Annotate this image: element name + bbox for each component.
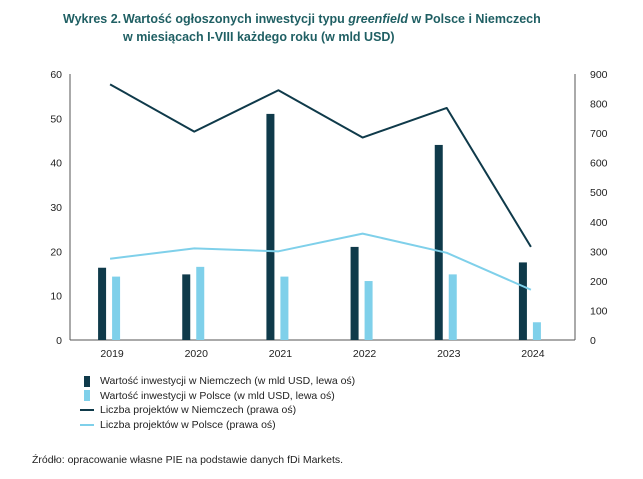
bar (112, 276, 121, 340)
x-axis: 2019 2020 2021 2022 2023 2024 (100, 348, 544, 360)
left-tick-label: 20 (50, 246, 62, 258)
title-part2: w Polsce i Niemczech (408, 12, 541, 26)
bar (196, 266, 205, 340)
source-note: Źródło: opracowanie własne PIE na podsta… (32, 454, 344, 466)
right-tick-label: 500 (590, 187, 608, 199)
x-tick-label: 2020 (185, 348, 209, 360)
bars (98, 113, 541, 341)
bar (448, 274, 457, 340)
bar (182, 274, 191, 340)
bar (350, 246, 359, 340)
bar (98, 267, 107, 340)
left-tick-label: 60 (50, 69, 62, 81)
legend-item-pl-line: Liczba projektów w Polsce (prawa oś) (80, 418, 355, 433)
left-tick-label: 10 (50, 291, 62, 303)
chart-title: Wykres 2. Wartość ogłoszonych inwestycji … (63, 10, 623, 46)
bar (266, 113, 275, 341)
title-part1: Wartość ogłoszonych inwestycji typu (123, 12, 349, 26)
right-axis: 0 100 200 300 400 500 600 700 800 900 (574, 69, 608, 347)
x-tick-label: 2024 (521, 348, 545, 360)
legend-swatch (84, 375, 90, 387)
left-tick-label: 50 (50, 113, 62, 125)
x-tick-label: 2023 (437, 348, 461, 360)
legend-swatch (80, 409, 94, 412)
legend: Wartość inwestycji w Niemczech (w mld US… (80, 374, 355, 432)
legend-label: Wartość inwestycji w Polsce (w mld USD, … (100, 389, 335, 402)
bar (532, 322, 541, 340)
title-line2: w miesiącach I-VIII każdego roku (w mld … (123, 30, 395, 44)
series-line (109, 232, 532, 291)
right-tick-label: 400 (590, 217, 608, 229)
legend-swatch (80, 423, 94, 426)
legend-label: Liczba projektów w Niemczech (prawa oś) (100, 404, 297, 417)
left-tick-label: 40 (50, 158, 62, 170)
x-tick-label: 2019 (100, 348, 124, 360)
chart-number: Wykres 2. (63, 12, 122, 26)
right-tick-label: 800 (590, 99, 608, 111)
title-italic: greenfield (348, 12, 409, 26)
legend-swatch (84, 390, 90, 402)
bar (434, 144, 443, 340)
right-tick-label: 0 (590, 335, 596, 347)
left-axis: 0 10 20 30 40 50 60 (50, 69, 71, 347)
right-tick-label: 300 (590, 246, 608, 258)
x-tick-label: 2022 (353, 348, 377, 360)
legend-item-de-bars: Wartość inwestycji w Niemczech (w mld US… (80, 374, 355, 389)
lines (109, 83, 532, 291)
left-tick-label: 0 (56, 335, 62, 347)
right-tick-label: 200 (590, 276, 608, 288)
right-tick-label: 600 (590, 158, 608, 170)
right-tick-label: 700 (590, 128, 608, 140)
legend-item-pl-bars: Wartość inwestycji w Polsce (w mld USD, … (80, 389, 355, 404)
legend-label: Liczba projektów w Polsce (prawa oś) (100, 418, 276, 431)
legend-item-de-line: Liczba projektów w Niemczech (prawa oś) (80, 403, 355, 418)
legend-label: Wartość inwestycji w Niemczech (w mld US… (100, 375, 356, 388)
x-tick-label: 2021 (269, 348, 293, 360)
bar (364, 281, 373, 340)
right-tick-label: 900 (590, 69, 608, 81)
left-tick-label: 30 (50, 202, 62, 214)
series-line (109, 83, 532, 248)
bar (518, 262, 527, 340)
bar (280, 276, 289, 340)
right-tick-label: 100 (590, 305, 608, 317)
